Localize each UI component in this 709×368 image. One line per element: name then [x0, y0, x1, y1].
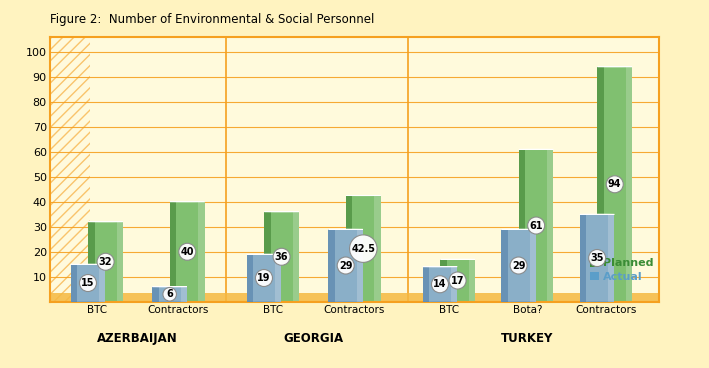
Bar: [99, 264, 105, 302]
Bar: [598, 67, 603, 302]
Bar: [374, 195, 381, 302]
Bar: [626, 67, 632, 302]
Text: 61: 61: [530, 220, 543, 230]
FancyBboxPatch shape: [423, 267, 457, 302]
Bar: [247, 254, 253, 302]
Bar: [50, 37, 91, 302]
Bar: [580, 214, 586, 302]
Bar: [423, 267, 429, 302]
Text: 94: 94: [608, 179, 622, 189]
Ellipse shape: [264, 301, 299, 302]
Bar: [501, 229, 508, 302]
Text: 15: 15: [82, 278, 95, 288]
FancyBboxPatch shape: [580, 214, 615, 302]
Bar: [199, 202, 205, 302]
Bar: [170, 202, 177, 302]
Bar: [181, 287, 187, 302]
Ellipse shape: [423, 301, 457, 302]
Bar: [519, 149, 525, 302]
Legend: Planned, Actual: Planned, Actual: [590, 258, 654, 282]
Bar: [89, 222, 94, 302]
FancyBboxPatch shape: [346, 195, 381, 302]
Ellipse shape: [346, 301, 381, 302]
Ellipse shape: [580, 301, 615, 302]
Text: 40: 40: [181, 247, 194, 257]
Text: GEORGIA: GEORGIA: [284, 332, 344, 345]
FancyBboxPatch shape: [89, 222, 123, 302]
Ellipse shape: [423, 266, 457, 267]
Bar: [71, 264, 77, 302]
FancyBboxPatch shape: [264, 212, 299, 302]
Bar: [608, 214, 615, 302]
FancyBboxPatch shape: [598, 67, 632, 302]
Ellipse shape: [580, 214, 615, 215]
Bar: [451, 267, 457, 302]
Ellipse shape: [247, 301, 281, 302]
Text: 29: 29: [339, 261, 352, 270]
Bar: [293, 212, 299, 302]
Ellipse shape: [71, 301, 105, 302]
Bar: [547, 149, 554, 302]
Text: 6: 6: [167, 289, 173, 299]
FancyBboxPatch shape: [170, 202, 205, 302]
Ellipse shape: [328, 229, 363, 230]
Ellipse shape: [346, 195, 381, 196]
Text: 36: 36: [275, 252, 289, 262]
Ellipse shape: [89, 301, 123, 302]
Text: 29: 29: [512, 261, 525, 270]
Bar: [152, 287, 159, 302]
Text: 17: 17: [451, 276, 464, 286]
Bar: [117, 222, 123, 302]
Ellipse shape: [152, 301, 187, 302]
Ellipse shape: [598, 301, 632, 302]
Bar: [50, 293, 659, 302]
Text: 32: 32: [99, 257, 112, 267]
FancyBboxPatch shape: [440, 259, 475, 302]
Text: Figure 2:  Number of Environmental & Social Personnel: Figure 2: Number of Environmental & Soci…: [50, 13, 374, 26]
Ellipse shape: [247, 254, 281, 255]
Text: TURKEY: TURKEY: [501, 332, 554, 345]
Bar: [440, 259, 447, 302]
FancyBboxPatch shape: [501, 229, 536, 302]
Text: 35: 35: [591, 253, 604, 263]
Ellipse shape: [71, 264, 105, 265]
FancyBboxPatch shape: [71, 264, 105, 302]
Text: 42.5: 42.5: [351, 244, 375, 254]
Text: 19: 19: [257, 273, 271, 283]
Ellipse shape: [501, 301, 536, 302]
Bar: [275, 254, 281, 302]
Bar: [264, 212, 271, 302]
Text: 14: 14: [433, 279, 447, 289]
FancyBboxPatch shape: [152, 287, 187, 302]
Ellipse shape: [170, 301, 205, 302]
Ellipse shape: [519, 301, 554, 302]
FancyBboxPatch shape: [247, 254, 281, 302]
Text: AZERBAIJAN: AZERBAIJAN: [97, 332, 178, 345]
Ellipse shape: [440, 301, 475, 302]
Bar: [530, 229, 536, 302]
Bar: [469, 259, 475, 302]
Ellipse shape: [328, 301, 363, 302]
Ellipse shape: [501, 229, 536, 230]
Bar: [328, 229, 335, 302]
Bar: [357, 229, 363, 302]
Bar: [346, 195, 352, 302]
FancyBboxPatch shape: [328, 229, 363, 302]
FancyBboxPatch shape: [519, 149, 554, 302]
